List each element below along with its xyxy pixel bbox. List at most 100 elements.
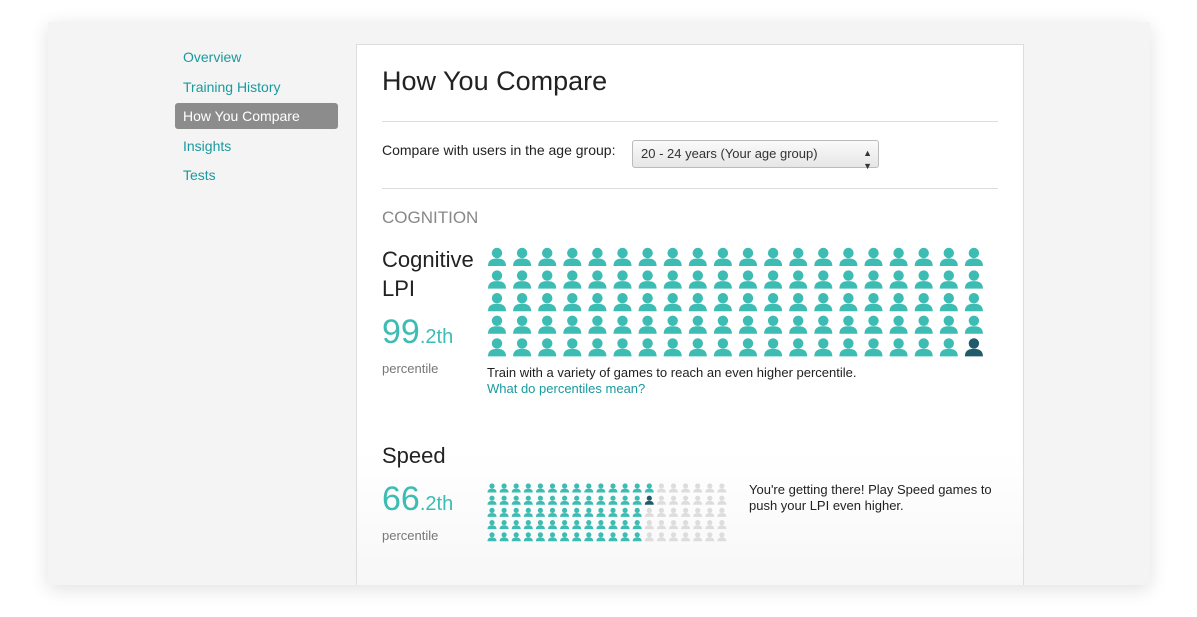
person-icon bbox=[584, 483, 594, 493]
icon-body bbox=[814, 258, 833, 266]
divider bbox=[382, 121, 998, 122]
icon-head bbox=[918, 247, 929, 259]
icon-head bbox=[525, 495, 531, 501]
person-icon bbox=[620, 507, 630, 517]
icon-body bbox=[839, 281, 858, 289]
person-icon bbox=[538, 338, 557, 357]
icon-body bbox=[939, 348, 958, 357]
icon-head bbox=[943, 293, 954, 304]
icon-body bbox=[839, 348, 858, 357]
icon-body bbox=[596, 488, 606, 493]
person-icon bbox=[717, 520, 727, 530]
icon-head bbox=[667, 270, 678, 281]
person-icon bbox=[487, 520, 497, 530]
icon-body bbox=[814, 348, 833, 357]
person-icon bbox=[644, 520, 654, 530]
icon-body bbox=[572, 525, 582, 530]
icon-head bbox=[692, 270, 703, 281]
icon-body bbox=[488, 281, 506, 289]
person-icon bbox=[488, 315, 506, 334]
person-icon bbox=[717, 507, 727, 517]
person-icon bbox=[499, 532, 509, 542]
person-icon bbox=[548, 507, 557, 517]
icon-head bbox=[491, 293, 503, 304]
person-icon bbox=[632, 520, 642, 530]
icon-body bbox=[535, 525, 545, 530]
icon-body bbox=[572, 488, 582, 493]
person-icon bbox=[914, 338, 933, 357]
person-icon bbox=[572, 507, 582, 517]
person-icon bbox=[511, 520, 521, 530]
percentiles-link[interactable]: What do percentiles mean? bbox=[487, 381, 646, 396]
icon-body bbox=[596, 537, 606, 542]
person-icon bbox=[608, 520, 618, 530]
person-icon bbox=[632, 507, 642, 517]
icon-body bbox=[535, 488, 545, 493]
person-icon bbox=[789, 247, 808, 266]
person-icon bbox=[889, 247, 908, 266]
icon-body bbox=[620, 525, 630, 530]
person-icon bbox=[535, 483, 545, 493]
percentile-score: 99.2th bbox=[382, 313, 453, 352]
icon-body bbox=[864, 348, 883, 357]
person-icon bbox=[864, 315, 883, 334]
icon-head bbox=[646, 532, 652, 538]
person-icon bbox=[688, 270, 707, 289]
icon-head bbox=[516, 338, 528, 349]
nav-item[interactable]: Overview bbox=[183, 49, 242, 65]
nav-item[interactable]: Insights bbox=[183, 137, 232, 154]
metric-message: Train with a variety of games to reach a… bbox=[487, 365, 857, 380]
icon-body bbox=[739, 348, 757, 357]
nav-item[interactable]: Tests bbox=[183, 167, 216, 184]
icon-head bbox=[868, 338, 879, 349]
icon-head bbox=[683, 532, 689, 538]
person-icon bbox=[563, 247, 582, 266]
person-icon bbox=[523, 532, 533, 542]
person-icon bbox=[523, 520, 533, 530]
icon-body bbox=[713, 281, 732, 289]
icon-head bbox=[707, 532, 713, 538]
icon-head bbox=[742, 270, 754, 281]
icon-head bbox=[610, 532, 616, 538]
nav-item[interactable]: Training History bbox=[183, 78, 281, 95]
icon-head bbox=[943, 338, 954, 349]
icon-head bbox=[667, 338, 678, 349]
icon-body bbox=[588, 258, 607, 266]
icon-body bbox=[538, 303, 557, 312]
icon-head bbox=[562, 507, 568, 513]
icon-body bbox=[560, 525, 570, 530]
person-icon bbox=[487, 483, 497, 493]
icon-body bbox=[487, 513, 497, 517]
person-icon bbox=[588, 338, 607, 357]
icon-body bbox=[513, 348, 532, 357]
icon-body bbox=[584, 513, 594, 517]
icon-head bbox=[489, 483, 495, 489]
icon-body bbox=[548, 513, 557, 517]
icon-body bbox=[608, 513, 618, 517]
icon-body bbox=[499, 500, 509, 505]
icon-body bbox=[608, 500, 618, 505]
person-icon bbox=[814, 270, 833, 289]
age-group-select[interactable]: 20 - 24 years (Your age group) ▲ ▼ bbox=[632, 140, 879, 171]
person-icon bbox=[739, 247, 757, 266]
icon-head bbox=[592, 247, 603, 259]
person-icon bbox=[939, 315, 958, 334]
icon-head bbox=[793, 270, 804, 281]
nav-item[interactable]: How You Compare bbox=[175, 103, 338, 130]
icon-body bbox=[656, 537, 666, 542]
person-icon bbox=[588, 315, 607, 334]
icon-body bbox=[764, 348, 783, 357]
icon-head bbox=[767, 315, 779, 326]
icon-body bbox=[839, 303, 858, 312]
icon-body bbox=[889, 348, 908, 357]
icon-body bbox=[864, 303, 883, 312]
person-icon bbox=[889, 270, 908, 289]
icon-body bbox=[688, 303, 707, 312]
icon-head bbox=[658, 507, 664, 513]
icon-head bbox=[642, 338, 653, 349]
icon-head bbox=[592, 293, 603, 304]
icon-head bbox=[695, 507, 701, 513]
icon-head bbox=[562, 532, 568, 538]
icon-body bbox=[656, 513, 666, 517]
person-icon bbox=[511, 507, 521, 517]
